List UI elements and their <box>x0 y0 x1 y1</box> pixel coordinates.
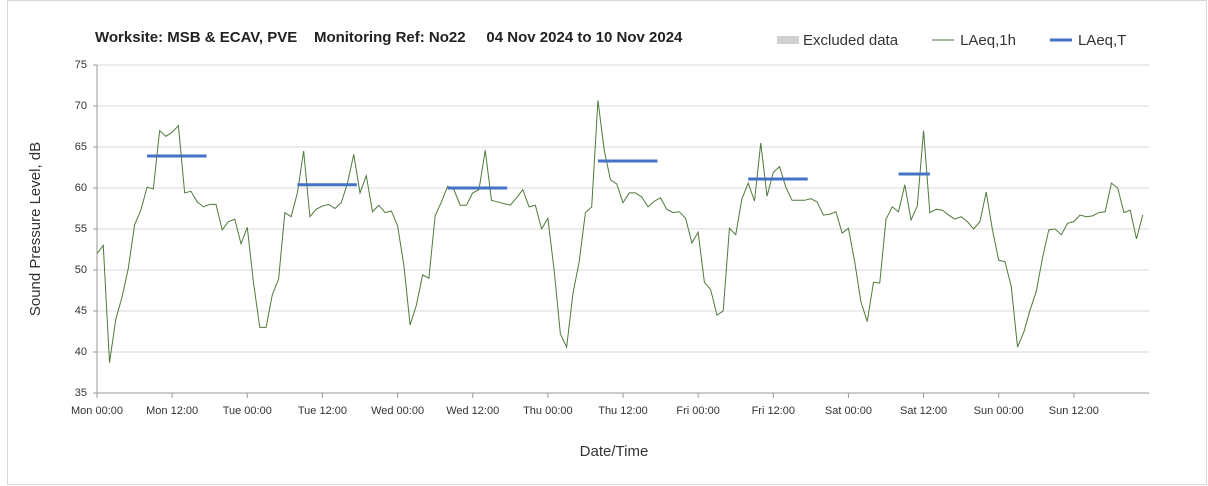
x-tick-label: Tue 00:00 <box>223 405 272 417</box>
y-tick-label: 70 <box>75 100 87 112</box>
x-tick-label: Mon 12:00 <box>146 405 198 417</box>
x-axis-title: Date/Time <box>580 443 649 460</box>
line-series <box>96 100 1144 363</box>
chart-title: Worksite: MSB & ECAV, PVE Monitoring Ref… <box>95 29 683 46</box>
x-tick-label: Sat 12:00 <box>900 405 947 417</box>
x-tick-label: Sat 00:00 <box>825 405 872 417</box>
legend-label: Excluded data <box>803 32 899 49</box>
x-tick-label: Mon 00:00 <box>71 405 123 417</box>
y-tick-label: 50 <box>75 264 87 276</box>
y-tick-label: 40 <box>75 346 87 358</box>
x-tick-label: Sun 12:00 <box>1049 405 1099 417</box>
y-tick-label: 60 <box>75 182 87 194</box>
legend-label: LAeq,1h <box>960 32 1016 49</box>
y-tick-label: 35 <box>75 387 87 399</box>
x-tick-label: Fri 00:00 <box>676 405 719 417</box>
x-tick-label: Wed 00:00 <box>371 405 424 417</box>
y-tick-label: 75 <box>75 59 87 71</box>
y-tick-label: 65 <box>75 141 87 153</box>
y-tick-label: 45 <box>75 305 87 317</box>
frame <box>7 0 1207 485</box>
x-tick-label: Thu 00:00 <box>523 405 573 417</box>
y-tick-label: 55 <box>75 223 87 235</box>
legend-label: LAeq,T <box>1078 32 1126 49</box>
legend-swatch <box>777 36 799 44</box>
x-tick-label: Tue 12:00 <box>298 405 347 417</box>
x-tick-label: Fri 12:00 <box>752 405 795 417</box>
x-tick-label: Wed 12:00 <box>446 405 499 417</box>
y-axis-title: Sound Pressure Level, dB <box>27 142 44 316</box>
x-tick-label: Thu 12:00 <box>598 405 648 417</box>
x-tick-label: Sun 00:00 <box>974 405 1024 417</box>
